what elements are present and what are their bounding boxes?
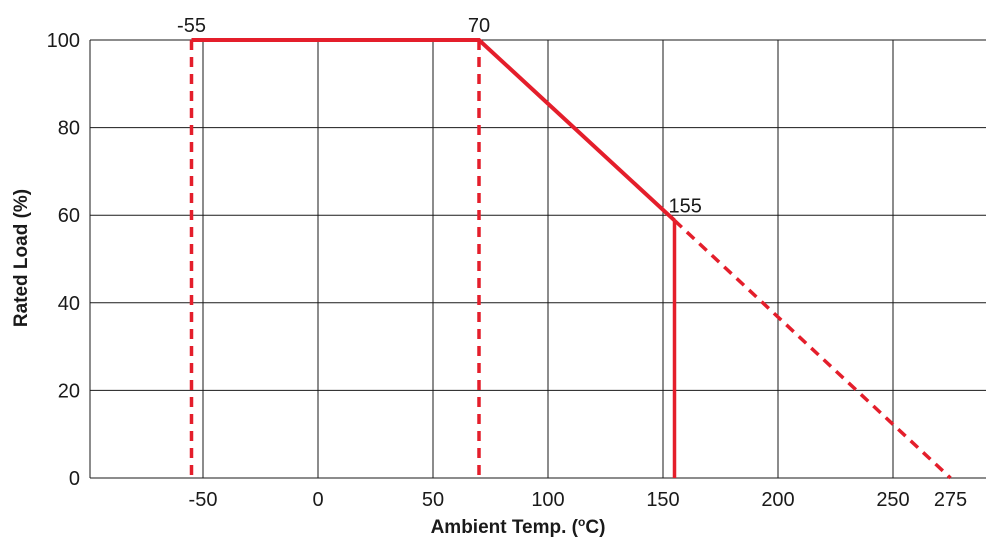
x-tick-label-250: 250 bbox=[876, 489, 909, 511]
extrapolation-line bbox=[673, 219, 952, 480]
x-tick-label-100: 100 bbox=[531, 489, 564, 511]
x-axis-title-end: C) bbox=[585, 517, 605, 538]
x-axis-title-sup: o bbox=[578, 515, 585, 529]
y-tick-label-0: 0 bbox=[69, 468, 80, 490]
x-tick-label-200: 200 bbox=[761, 489, 794, 511]
y-tick-label-60: 60 bbox=[58, 205, 80, 227]
x-tick-label-275: 275 bbox=[934, 489, 967, 511]
x-tick-label--50: -50 bbox=[189, 489, 218, 511]
y-tick-label-100: 100 bbox=[47, 30, 80, 52]
x-tick-label-50: 50 bbox=[422, 489, 444, 511]
annotations: -55 70 155 bbox=[177, 15, 702, 217]
grid bbox=[89, 39, 986, 479]
y-tick-label-20: 20 bbox=[58, 380, 80, 402]
annotation--55: -55 bbox=[177, 15, 206, 37]
tick-labels: 0 20 40 60 80 100 -50 0 50 100 150 200 250 275 bbox=[47, 30, 968, 511]
annotation-155: 155 bbox=[669, 195, 702, 217]
annotation-70: 70 bbox=[468, 15, 490, 37]
x-tick-label-0: 0 bbox=[312, 489, 323, 511]
x-tick-label-150: 150 bbox=[646, 489, 679, 511]
x-axis-title: Ambient Temp. (oC) bbox=[431, 515, 606, 538]
y-tick-label-80: 80 bbox=[58, 118, 80, 140]
y-axis-title: Rated Load (%) bbox=[11, 189, 32, 327]
y-tick-label-40: 40 bbox=[58, 293, 80, 315]
x-axis-title-main: Ambient Temp. ( bbox=[431, 517, 579, 538]
curve-layer bbox=[189, 38, 952, 480]
derating-curve bbox=[191, 38, 676, 222]
